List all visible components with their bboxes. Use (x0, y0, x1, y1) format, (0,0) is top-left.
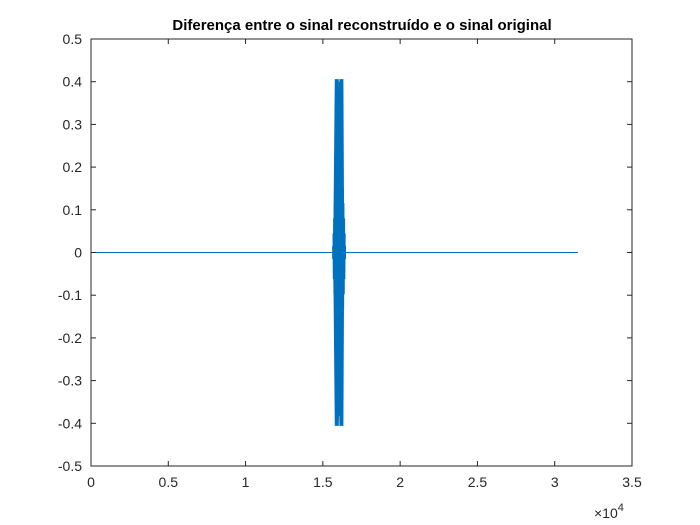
y-tick-label: 0 (74, 245, 82, 261)
chart-title: Diferença entre o sinal reconstruído e o… (172, 17, 551, 34)
x-tick-label: 1.5 (313, 474, 333, 490)
x-exponent-base: ×10 (594, 505, 618, 521)
x-tick-label: 0.5 (159, 474, 179, 490)
y-tick-label: -0.1 (58, 287, 82, 303)
x-exponent-label: ×104 (594, 502, 624, 521)
x-tick-label: 1 (242, 474, 250, 490)
y-tick-label: -0.4 (58, 415, 82, 431)
x-tick-label: 0 (87, 474, 95, 490)
x-tick-label: 3.5 (622, 474, 642, 490)
y-tick-label: 0.3 (63, 116, 83, 132)
axes: 0 0.5 1 1.5 2 2.5 3 3.5 0.5 0.4 0.3 0.2 0.1 0 -0.1 -0.2… (58, 31, 642, 521)
y-tick-label: 0.5 (63, 31, 83, 47)
x-tick-label: 3 (551, 474, 559, 490)
y-tick-label: 0.4 (63, 74, 83, 90)
x-tick-label: 2.5 (468, 474, 488, 490)
y-tick-label: -0.3 (58, 373, 82, 389)
y-tick-label: 0.2 (63, 159, 83, 175)
x-exponent-power: 4 (618, 502, 624, 514)
x-tick-label: 2 (396, 474, 404, 490)
plot-area (91, 79, 578, 426)
signal-burst-oscillation (332, 81, 346, 416)
y-tick-label: 0.1 (63, 202, 83, 218)
y-tick-label: -0.5 (58, 458, 82, 474)
y-tick-label: -0.2 (58, 330, 82, 346)
